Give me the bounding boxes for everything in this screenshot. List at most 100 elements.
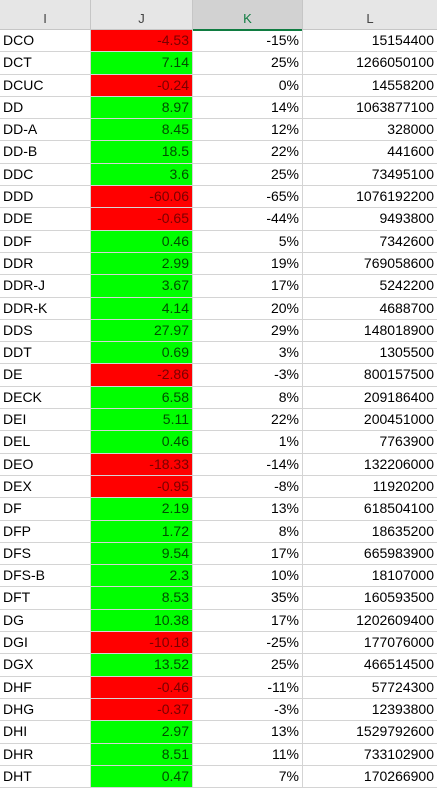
percent-cell[interactable]: 17%: [193, 609, 303, 633]
volume-cell[interactable]: 18107000: [303, 565, 437, 588]
percent-cell[interactable]: 0%: [193, 74, 303, 97]
change-cell[interactable]: 1.72: [91, 520, 193, 543]
ticker-cell[interactable]: DCT: [0, 52, 91, 75]
percent-cell[interactable]: -44%: [193, 208, 303, 231]
volume-cell[interactable]: 665983900: [303, 543, 437, 566]
change-cell[interactable]: 0.46: [91, 431, 193, 454]
change-cell[interactable]: 8.53: [91, 587, 193, 610]
ticker-cell[interactable]: DD: [0, 96, 91, 120]
change-cell[interactable]: 0.69: [91, 342, 193, 365]
change-cell[interactable]: -10.18: [91, 632, 193, 655]
ticker-cell[interactable]: DFS: [0, 542, 91, 566]
change-cell[interactable]: -4.53: [91, 30, 193, 53]
change-cell[interactable]: -2.86: [91, 364, 193, 387]
percent-cell[interactable]: 22%: [193, 141, 303, 164]
ticker-cell[interactable]: DD-B: [0, 141, 91, 164]
ticker-cell[interactable]: DDT: [0, 342, 91, 365]
volume-cell[interactable]: 1305500: [303, 342, 437, 365]
volume-cell[interactable]: 132206000: [303, 454, 437, 476]
percent-cell[interactable]: 13%: [193, 721, 303, 744]
ticker-cell[interactable]: DEX: [0, 475, 91, 499]
volume-cell[interactable]: 466514500: [303, 654, 437, 677]
volume-cell[interactable]: 160593500: [303, 587, 437, 610]
ticker-cell[interactable]: DHT: [0, 765, 91, 788]
ticker-cell[interactable]: DHG: [0, 698, 91, 722]
ticker-cell[interactable]: DFS-B: [0, 565, 91, 588]
ticker-cell[interactable]: DDF: [0, 230, 91, 253]
column-header-l[interactable]: L: [366, 11, 374, 26]
percent-cell[interactable]: 10%: [193, 565, 303, 588]
ticker-cell[interactable]: DHR: [0, 743, 91, 766]
volume-cell[interactable]: 7763900: [303, 431, 437, 454]
change-cell[interactable]: 8.97: [91, 96, 193, 120]
change-cell[interactable]: 10.38: [91, 609, 193, 633]
percent-cell[interactable]: 35%: [193, 587, 303, 610]
ticker-cell[interactable]: DD-A: [0, 119, 91, 142]
change-cell[interactable]: -60.06: [91, 186, 193, 209]
volume-cell[interactable]: 9493800: [303, 208, 437, 231]
change-cell[interactable]: -0.37: [91, 698, 193, 722]
percent-cell[interactable]: 25%: [193, 654, 303, 677]
ticker-cell[interactable]: DEI: [0, 409, 91, 432]
ticker-cell[interactable]: DGX: [0, 654, 91, 677]
volume-cell[interactable]: 769058600: [303, 253, 437, 276]
column-header-k[interactable]: K: [193, 0, 303, 31]
change-cell[interactable]: 8.45: [91, 119, 193, 142]
percent-cell[interactable]: 8%: [193, 520, 303, 543]
volume-cell[interactable]: 200451000: [303, 409, 437, 432]
ticker-cell[interactable]: DCO: [0, 30, 91, 53]
volume-cell[interactable]: 4688700: [303, 298, 437, 320]
change-cell[interactable]: 27.97: [91, 319, 193, 343]
volume-cell[interactable]: 1063877100: [303, 97, 437, 120]
percent-cell[interactable]: 12%: [193, 119, 303, 142]
percent-cell[interactable]: 3%: [193, 342, 303, 365]
change-cell[interactable]: 2.19: [91, 498, 193, 521]
percent-cell[interactable]: -14%: [193, 453, 303, 476]
percent-cell[interactable]: -3%: [193, 698, 303, 722]
column-header-i[interactable]: I: [0, 0, 91, 30]
change-cell[interactable]: -0.24: [91, 74, 193, 97]
percent-cell[interactable]: 5%: [193, 230, 303, 253]
change-cell[interactable]: -18.33: [91, 453, 193, 476]
percent-cell[interactable]: 19%: [193, 252, 303, 276]
percent-cell[interactable]: -8%: [193, 475, 303, 499]
ticker-cell[interactable]: DHI: [0, 721, 91, 744]
change-cell[interactable]: -0.46: [91, 676, 193, 699]
column-header-j[interactable]: J: [91, 0, 193, 30]
ticker-cell[interactable]: DDD: [0, 186, 91, 209]
volume-cell[interactable]: 800157500: [303, 364, 437, 387]
volume-cell[interactable]: 148018900: [303, 320, 437, 343]
volume-cell[interactable]: 733102900: [303, 744, 437, 766]
ticker-cell[interactable]: DECK: [0, 386, 91, 410]
percent-cell[interactable]: 22%: [193, 409, 303, 432]
volume-cell[interactable]: 1529792600: [303, 721, 437, 744]
volume-cell[interactable]: 11920200: [303, 476, 437, 499]
ticker-cell[interactable]: DG: [0, 609, 91, 633]
percent-cell[interactable]: 25%: [193, 163, 303, 187]
volume-cell[interactable]: 7342600: [303, 231, 437, 253]
volume-cell[interactable]: 1202609400: [303, 610, 437, 633]
ticker-cell[interactable]: DDS: [0, 319, 91, 343]
volume-cell[interactable]: 14558200: [303, 75, 437, 97]
ticker-cell[interactable]: DEO: [0, 453, 91, 476]
percent-cell[interactable]: -15%: [193, 30, 303, 53]
ticker-cell[interactable]: DDR-J: [0, 275, 91, 298]
percent-cell[interactable]: 8%: [193, 386, 303, 410]
ticker-cell[interactable]: DDC: [0, 163, 91, 187]
change-cell[interactable]: 6.58: [91, 386, 193, 410]
volume-cell[interactable]: 328000: [303, 119, 437, 142]
percent-cell[interactable]: 17%: [193, 542, 303, 566]
change-cell[interactable]: 3.6: [91, 163, 193, 187]
volume-cell[interactable]: 18635200: [303, 521, 437, 543]
percent-cell[interactable]: -25%: [193, 632, 303, 655]
change-cell[interactable]: 18.5: [91, 141, 193, 164]
volume-cell[interactable]: 12393800: [303, 699, 437, 722]
change-cell[interactable]: 2.3: [91, 565, 193, 588]
ticker-cell[interactable]: DCUC: [0, 74, 91, 97]
volume-cell[interactable]: 1076192200: [303, 186, 437, 209]
percent-cell[interactable]: 25%: [193, 52, 303, 75]
change-cell[interactable]: 3.67: [91, 275, 193, 298]
change-cell[interactable]: 2.97: [91, 721, 193, 744]
ticker-cell[interactable]: DGI: [0, 632, 91, 655]
ticker-cell[interactable]: DDR: [0, 252, 91, 276]
